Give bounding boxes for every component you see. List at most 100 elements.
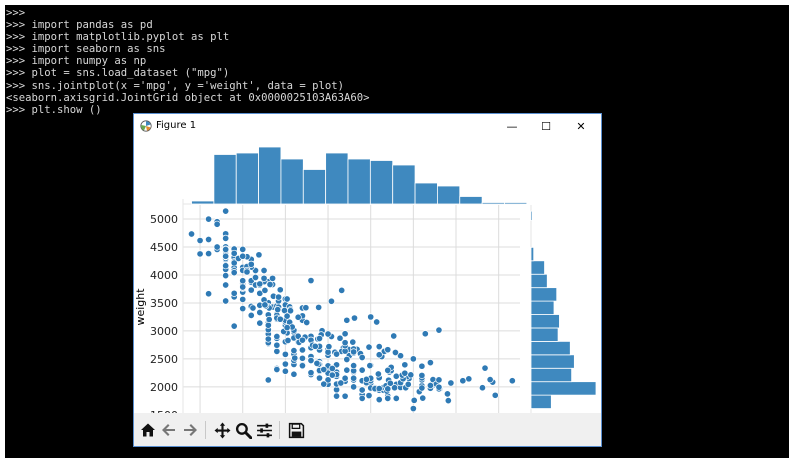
scatter-point	[247, 311, 255, 319]
y-tick-label: 4500	[150, 241, 178, 254]
scatter-point	[444, 397, 452, 405]
pan-button[interactable]	[213, 421, 231, 439]
scatter-point	[205, 250, 213, 258]
x-hist-bar	[437, 185, 461, 205]
scatter-point	[266, 280, 274, 289]
scatter-point	[222, 262, 230, 270]
scatter-point	[261, 286, 269, 294]
scatter-point	[264, 335, 272, 343]
scatter-point	[230, 322, 238, 330]
home-button[interactable]	[139, 421, 157, 439]
scatter-point	[243, 268, 251, 276]
close-button[interactable]: ✕	[564, 114, 598, 139]
scatter-point	[407, 371, 415, 379]
scatter-point	[447, 379, 455, 387]
scatter-point	[276, 315, 284, 323]
scatter-point	[343, 355, 351, 364]
x-hist-bar	[258, 146, 282, 205]
scatter-point	[418, 384, 426, 392]
matplotlib-logo-icon	[140, 120, 152, 132]
scatter-point	[273, 365, 281, 374]
scatter-point	[343, 316, 351, 324]
scatter-point	[230, 269, 238, 277]
jointplot-chart[interactable]: 1015202530354045150020002500300035004000…	[134, 139, 601, 413]
configure-subplots-button[interactable]	[255, 421, 273, 439]
scatter-point	[315, 374, 324, 382]
scatter-point	[265, 315, 273, 324]
scatter-point	[418, 371, 426, 379]
scatter-point	[222, 207, 230, 215]
back-button[interactable]	[160, 421, 178, 439]
x-hist-bar	[302, 169, 327, 205]
scatter-point	[491, 391, 499, 399]
forward-button[interactable]	[181, 421, 199, 439]
x-hist-bar	[325, 152, 349, 205]
scatter-point	[273, 332, 281, 341]
scatter-point	[222, 245, 230, 254]
figure-window[interactable]: Figure 1 — ☐ ✕ 1015202530354045150020002…	[133, 113, 602, 447]
minimize-button[interactable]: —	[495, 114, 529, 139]
scatter-point	[281, 350, 289, 358]
scatter-point	[307, 356, 315, 365]
scatter-point	[187, 230, 196, 238]
window-titlebar[interactable]: Figure 1 — ☐ ✕	[134, 114, 601, 139]
x-hist-bar	[369, 160, 394, 205]
scatter-point	[365, 392, 373, 400]
scatter-point	[239, 283, 247, 291]
scatter-point	[239, 252, 247, 260]
scatter-point	[283, 295, 291, 303]
console-line: >>> import matplotlib.pyplot as plt	[6, 31, 230, 44]
scatter-point	[341, 330, 349, 338]
scatter-point	[222, 281, 230, 289]
close-icon: ✕	[576, 120, 586, 133]
scatter-point	[284, 336, 292, 344]
scatter-point	[391, 384, 399, 392]
scatter-point	[392, 372, 400, 380]
y-hist-bar	[530, 327, 559, 342]
scatter-point	[239, 305, 247, 313]
figure-canvas[interactable]: 1015202530354045150020002500300035004000…	[134, 139, 601, 413]
scatter-point	[358, 353, 366, 362]
scatter-point	[294, 313, 302, 321]
scatter-point	[478, 384, 487, 392]
scatter-point	[333, 350, 341, 358]
scatter-point	[269, 274, 277, 282]
scatter-point	[290, 347, 298, 355]
y-tick-label: 1500	[150, 409, 178, 413]
scatter-point	[298, 346, 306, 354]
scatter-point	[328, 364, 336, 372]
scatter-point	[281, 367, 289, 375]
scatter-point	[274, 306, 282, 314]
marginal-x-histogram	[191, 146, 528, 205]
zoom-button[interactable]	[234, 421, 252, 439]
toolbar-separator	[279, 421, 280, 439]
scatter-point	[324, 330, 332, 338]
console-line: >>> plt.show ()	[6, 103, 102, 116]
scatter-point	[286, 307, 295, 315]
scatter-point	[247, 260, 255, 268]
scatter-point	[338, 286, 346, 294]
scatter-point	[404, 380, 412, 388]
back-arrow-icon	[162, 424, 175, 436]
scatter-point	[307, 369, 315, 377]
scatter-point	[459, 377, 467, 385]
console-line: >>>	[6, 7, 26, 19]
scatter-point	[384, 366, 392, 374]
scatter-point	[298, 336, 306, 344]
scatter-point	[375, 396, 383, 404]
scatter-point	[205, 235, 213, 244]
scatter-point	[365, 343, 373, 351]
scatter-point	[374, 370, 382, 378]
scatter-point	[325, 343, 333, 351]
scatter-point	[239, 245, 247, 253]
scatter-point	[421, 330, 429, 338]
scatter-point	[350, 348, 358, 356]
scatter-point	[426, 381, 434, 390]
maximize-button[interactable]: ☐	[529, 114, 563, 139]
scatter-point	[222, 272, 230, 280]
y-hist-bar	[530, 273, 548, 289]
save-button[interactable]	[287, 421, 305, 439]
scatter-point	[350, 383, 358, 391]
scatter-points	[187, 207, 516, 413]
scatter-point	[350, 374, 358, 382]
